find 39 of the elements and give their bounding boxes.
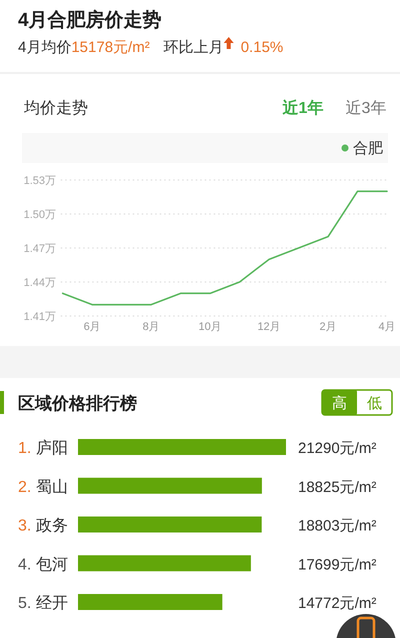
data-label: 14772元/m²	[298, 595, 376, 612]
text: 近3年	[346, 99, 386, 117]
data-label: 18803元/m²	[298, 518, 376, 534]
text: 0.15%	[240, 39, 284, 56]
bar	[78, 516, 262, 532]
chart-title: 均价走势	[23, 99, 88, 117]
bar	[78, 594, 222, 610]
data-label: 17699元/m²	[298, 556, 376, 574]
text: 4月合肥房价走势	[18, 9, 162, 31]
text: 低	[367, 395, 382, 412]
y-tick-label: 1.53万	[24, 175, 56, 187]
x-tick-label: 2月	[319, 321, 337, 333]
y-tick-label: 1.44万	[24, 277, 56, 289]
y-tick-label: 1. 庐阳	[18, 439, 68, 457]
x-tick-label: 10月	[198, 321, 222, 333]
y-tick-label: 4. 包河	[18, 556, 68, 574]
bar	[78, 555, 251, 572]
text: 高	[332, 395, 347, 412]
y-tick-label: 5. 经开	[18, 595, 68, 612]
y-tick-label: 1.50万	[24, 209, 56, 221]
chart-title: 区域价格排行榜	[18, 394, 137, 413]
text: 近1年	[282, 99, 324, 117]
text: 4月均价	[18, 39, 72, 56]
y-tick-label: 3. 政务	[18, 518, 68, 534]
text: 15178元/m²	[71, 39, 150, 56]
data-label: 18825元/m²	[298, 478, 376, 496]
x-tick-label: 12月	[257, 321, 281, 333]
legend-label: 合肥	[353, 140, 383, 157]
x-tick-label: 8月	[142, 321, 160, 333]
data-label: 21290元/m²	[298, 440, 376, 457]
x-tick-label: 6月	[84, 321, 101, 333]
bar	[78, 478, 262, 494]
y-tick-label: 1.47万	[24, 243, 56, 255]
y-tick-label: 1.41万	[24, 311, 56, 323]
y-tick-label: 2. 蜀山	[18, 478, 68, 496]
bar	[78, 439, 286, 455]
text: 环比上月	[164, 39, 224, 56]
x-tick-label: 4月	[378, 321, 396, 333]
line-series	[62, 190, 388, 306]
